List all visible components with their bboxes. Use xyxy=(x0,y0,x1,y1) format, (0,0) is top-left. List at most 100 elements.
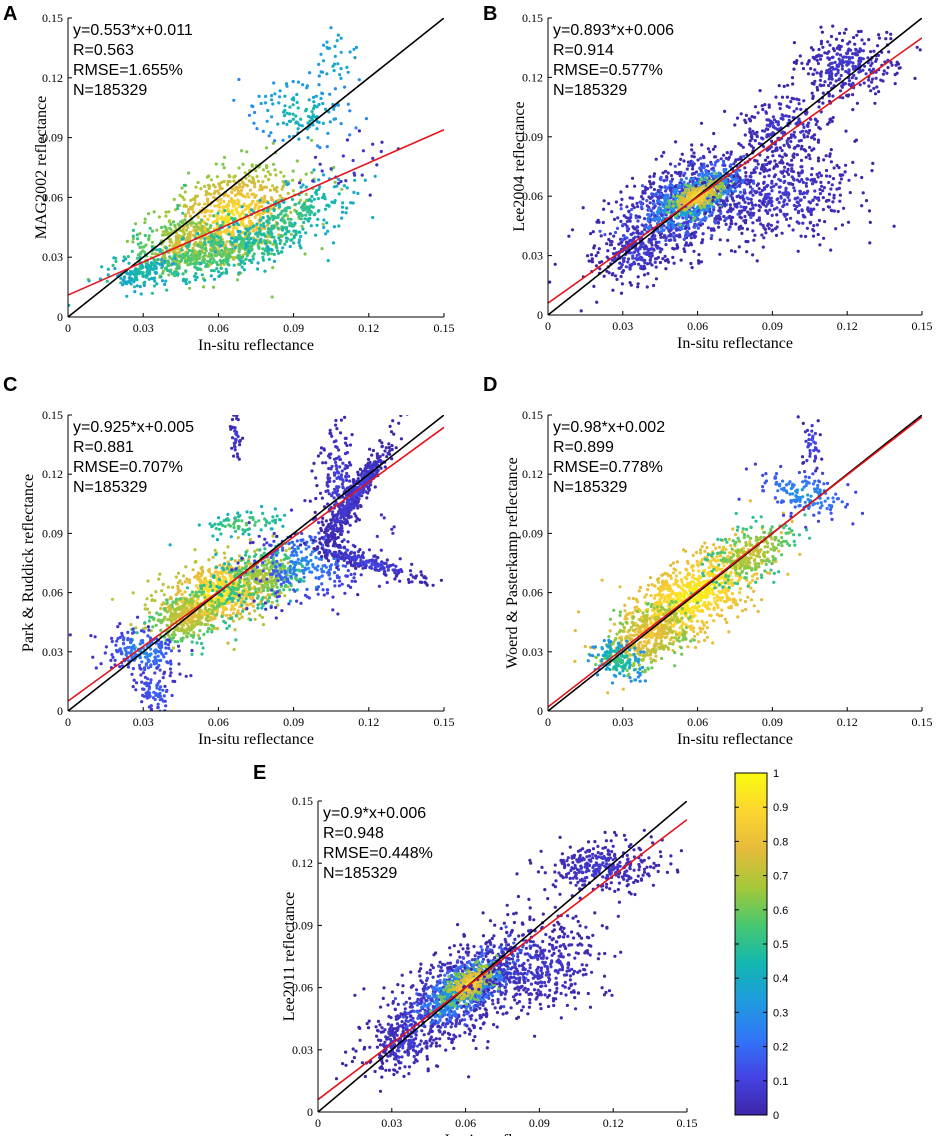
data-point xyxy=(805,62,810,66)
data-point xyxy=(645,204,649,208)
data-point xyxy=(818,78,823,82)
data-point xyxy=(712,131,716,136)
data-point xyxy=(142,283,146,287)
data-point xyxy=(780,155,784,159)
data-point xyxy=(682,247,686,251)
data-point xyxy=(153,252,157,256)
data-point xyxy=(270,248,274,252)
data-point xyxy=(155,248,159,252)
data-point xyxy=(341,201,345,205)
data-point xyxy=(710,202,714,207)
data-point xyxy=(325,72,329,76)
data-point xyxy=(695,177,699,181)
data-point xyxy=(620,197,624,201)
data-point xyxy=(827,50,831,54)
data-point xyxy=(745,227,750,231)
data-point xyxy=(790,163,794,167)
data-point xyxy=(230,211,235,215)
data-point xyxy=(320,91,324,95)
data-point xyxy=(218,205,222,209)
data-point xyxy=(266,558,270,562)
data-point xyxy=(824,168,829,173)
data-point xyxy=(749,190,753,194)
data-point xyxy=(222,155,227,159)
data-point xyxy=(325,203,329,207)
data-point xyxy=(619,207,623,211)
data-point xyxy=(807,153,811,157)
data-point xyxy=(183,253,188,257)
data-point xyxy=(141,271,145,275)
data-point xyxy=(783,198,787,202)
data-point xyxy=(229,196,233,201)
data-point xyxy=(842,31,847,35)
x-tick-label: 0.09 xyxy=(283,321,304,335)
data-point xyxy=(705,164,710,168)
data-point xyxy=(610,258,615,262)
data-point xyxy=(701,232,705,236)
data-point xyxy=(161,233,165,237)
data-point xyxy=(773,159,777,163)
data-point xyxy=(125,294,129,298)
data-point xyxy=(791,182,795,187)
data-point xyxy=(207,254,211,258)
data-point xyxy=(647,207,652,211)
data-point xyxy=(298,198,303,202)
data-point xyxy=(763,129,767,133)
data-point xyxy=(821,45,825,49)
data-point xyxy=(736,212,740,216)
data-point xyxy=(713,190,718,194)
data-point xyxy=(722,159,726,163)
data-point xyxy=(553,262,557,266)
data-point xyxy=(646,272,650,276)
data-point xyxy=(918,48,922,52)
data-point xyxy=(233,246,237,250)
data-point xyxy=(806,72,811,76)
data-point xyxy=(733,189,738,193)
data-point xyxy=(204,247,208,251)
data-point xyxy=(699,121,704,125)
data-point xyxy=(718,238,722,242)
data-point xyxy=(186,225,190,230)
data-point xyxy=(247,219,251,223)
data-point xyxy=(539,280,542,283)
data-point xyxy=(752,211,756,215)
data-point xyxy=(299,234,303,239)
data-point xyxy=(156,257,160,261)
data-point xyxy=(718,206,722,210)
data-point xyxy=(601,220,605,225)
data-point xyxy=(724,216,729,221)
data-point xyxy=(171,220,176,224)
data-point xyxy=(627,257,631,261)
data-point xyxy=(617,254,621,258)
data-point xyxy=(785,170,789,174)
data-point xyxy=(783,179,787,183)
data-point xyxy=(245,150,249,154)
data-point xyxy=(128,273,132,277)
data-point xyxy=(296,127,300,131)
data-point xyxy=(133,222,138,226)
data-point xyxy=(243,231,247,235)
data-point xyxy=(346,102,350,106)
data-point xyxy=(844,60,848,64)
data-point xyxy=(625,205,629,209)
data-point xyxy=(839,173,843,178)
data-point xyxy=(811,234,816,238)
data-point xyxy=(240,265,244,269)
data-point xyxy=(206,227,210,231)
data-point xyxy=(756,111,760,115)
data-point xyxy=(714,155,718,159)
data-point xyxy=(889,37,893,41)
data-point xyxy=(259,590,263,594)
data-point xyxy=(306,114,311,118)
data-point xyxy=(210,269,214,273)
data-point xyxy=(719,211,723,215)
data-point xyxy=(648,238,652,242)
data-point xyxy=(799,165,803,169)
data-point xyxy=(176,239,180,243)
data-point xyxy=(718,209,722,213)
data-point xyxy=(697,261,701,265)
data-point xyxy=(777,200,781,205)
data-point xyxy=(648,175,652,179)
data-point xyxy=(755,134,759,138)
data-point xyxy=(681,223,685,228)
